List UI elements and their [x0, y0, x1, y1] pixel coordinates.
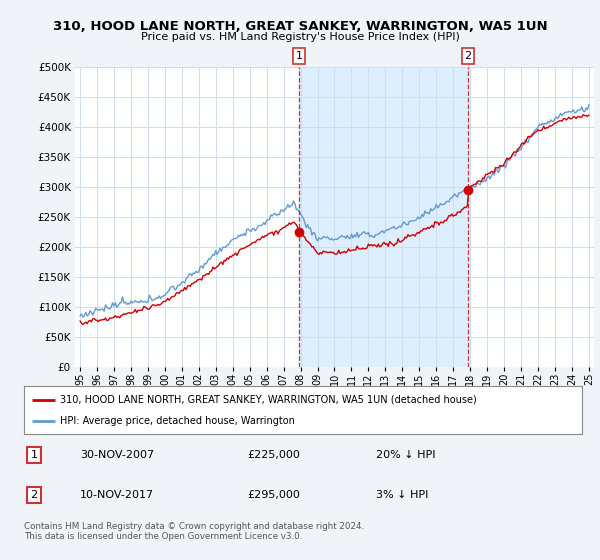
Text: 1: 1: [296, 51, 303, 61]
Text: 310, HOOD LANE NORTH, GREAT SANKEY, WARRINGTON, WA5 1UN: 310, HOOD LANE NORTH, GREAT SANKEY, WARR…: [53, 20, 547, 33]
Text: Price paid vs. HM Land Registry's House Price Index (HPI): Price paid vs. HM Land Registry's House …: [140, 32, 460, 43]
Text: 2: 2: [464, 51, 472, 61]
Text: 30-NOV-2007: 30-NOV-2007: [80, 450, 154, 460]
Text: HPI: Average price, detached house, Warrington: HPI: Average price, detached house, Warr…: [60, 416, 295, 426]
Text: 20% ↓ HPI: 20% ↓ HPI: [376, 450, 435, 460]
Text: £295,000: £295,000: [247, 490, 300, 500]
Text: 1: 1: [31, 450, 38, 460]
Bar: [299, 67, 468, 367]
Text: 10-NOV-2017: 10-NOV-2017: [80, 490, 154, 500]
Text: 2: 2: [31, 490, 38, 500]
Text: £225,000: £225,000: [247, 450, 300, 460]
Text: 3% ↓ HPI: 3% ↓ HPI: [376, 490, 428, 500]
Text: Contains HM Land Registry data © Crown copyright and database right 2024.
This d: Contains HM Land Registry data © Crown c…: [24, 522, 364, 542]
Text: 310, HOOD LANE NORTH, GREAT SANKEY, WARRINGTON, WA5 1UN (detached house): 310, HOOD LANE NORTH, GREAT SANKEY, WARR…: [60, 395, 477, 405]
